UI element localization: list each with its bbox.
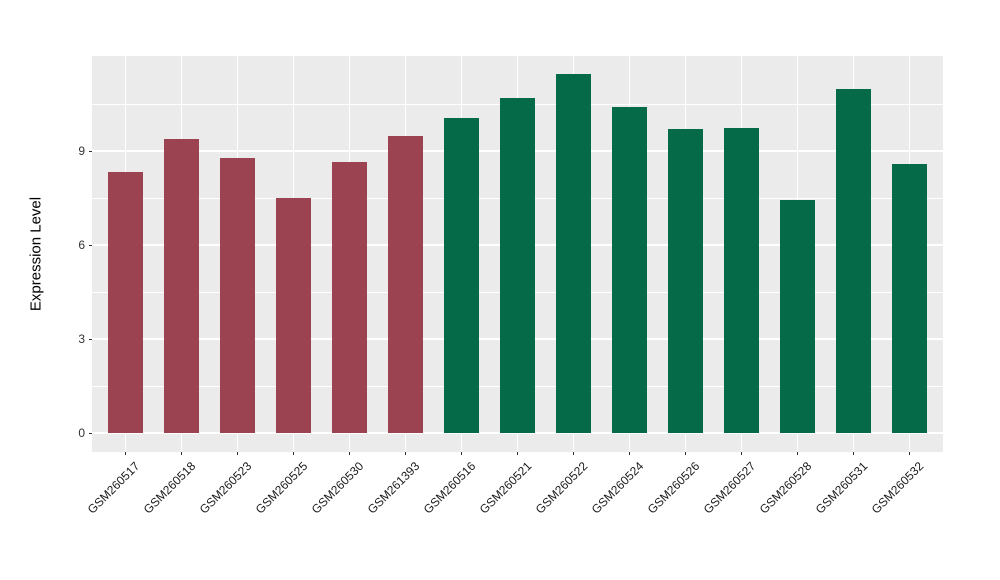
bar-GSM261393: [388, 135, 423, 434]
x-tick-mark: [461, 452, 462, 455]
x-tick-label-GSM260526: GSM260526: [644, 459, 703, 517]
x-tick-label-GSM260532: GSM260532: [868, 459, 927, 517]
x-tick-label-GSM260522: GSM260522: [532, 459, 591, 517]
x-tick-mark: [517, 452, 518, 455]
x-tick-label-GSM260530: GSM260530: [308, 459, 367, 517]
bar-GSM260518: [164, 138, 199, 434]
bar-GSM260528: [780, 199, 815, 434]
x-tick-label-GSM260523: GSM260523: [196, 459, 255, 517]
x-tick-label-GSM261393: GSM261393: [364, 459, 423, 517]
bar-GSM260516: [444, 118, 479, 434]
y-tick-mark: [88, 433, 92, 435]
x-tick-mark: [796, 452, 798, 455]
x-tick-mark: [181, 452, 183, 455]
bar-GSM260526: [668, 129, 703, 434]
x-tick-mark: [293, 452, 295, 455]
x-tick-mark: [740, 452, 742, 455]
x-tick-mark: [237, 452, 239, 455]
x-tick-label-GSM260524: GSM260524: [588, 459, 647, 517]
bar-GSM260524: [612, 107, 647, 434]
bar-GSM260522: [556, 74, 591, 434]
y-tick-label: 3: [78, 332, 85, 347]
bar-GSM260517: [108, 171, 143, 434]
x-tick-label-GSM260517: GSM260517: [84, 459, 143, 517]
y-tick-label: 0: [78, 426, 85, 441]
x-tick-mark: [572, 452, 574, 455]
x-tick-label-GSM260516: GSM260516: [420, 459, 479, 517]
x-tick-mark: [349, 452, 351, 455]
x-tick-mark: [125, 452, 127, 455]
x-tick-mark: [908, 452, 910, 455]
y-tick-label: 6: [78, 238, 85, 253]
x-tick-mark: [405, 452, 407, 455]
x-tick-mark: [684, 452, 686, 455]
x-tick-mark: [852, 452, 854, 455]
bar-GSM260521: [500, 97, 535, 434]
bar-GSM260531: [836, 88, 871, 434]
bar-GSM260527: [724, 127, 759, 434]
bar-GSM260532: [892, 163, 927, 434]
y-axis-title: Expression Level: [27, 196, 45, 312]
x-tick-label-GSM260518: GSM260518: [140, 459, 199, 517]
bar-GSM260525: [276, 198, 311, 434]
y-tick-mark: [88, 151, 92, 153]
y-tick-label: 9: [78, 144, 85, 159]
x-tick-label-GSM260525: GSM260525: [252, 459, 311, 517]
bar-GSM260530: [332, 162, 367, 434]
x-tick-mark: [628, 452, 630, 455]
x-tick-label-GSM260531: GSM260531: [812, 459, 871, 517]
x-tick-label-GSM260521: GSM260521: [476, 459, 535, 517]
x-tick-label-GSM260528: GSM260528: [756, 459, 815, 517]
bar-GSM260523: [220, 157, 255, 434]
y-tick-mark: [88, 339, 92, 341]
x-tick-label-GSM260527: GSM260527: [700, 459, 759, 517]
plot-panel: [92, 56, 943, 452]
y-tick-mark: [88, 245, 92, 247]
